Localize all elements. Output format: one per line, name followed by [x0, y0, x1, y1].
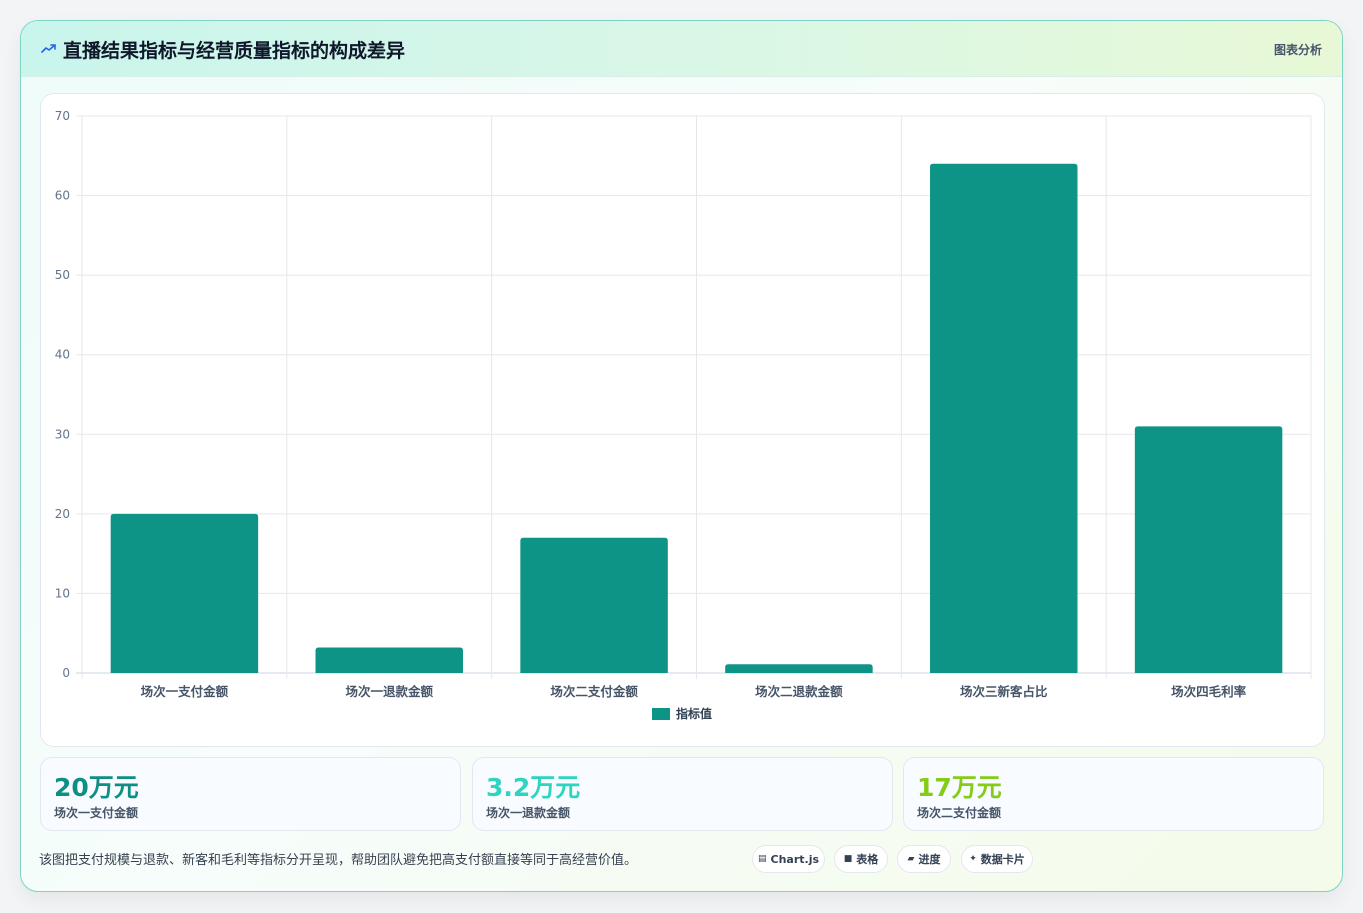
stat-label: 场次一退款金额: [486, 806, 571, 820]
chart-card: 直播结果指标与经营质量指标的构成差异 图表分析 0 10 20 30 40 50 60 70 场…: [20, 20, 1343, 892]
stat-label: 场次一支付金额: [54, 806, 139, 820]
footer-note: 该图把支付规模与退款、新客和毛利等指标分开呈现，帮助团队避免把高支付额直接等同于…: [39, 853, 638, 868]
pill-data-card[interactable]: ✦ 数据卡片: [961, 845, 1033, 873]
chart-panel: 0 10 20 30 40 50 60 70 场次一支付金额 场次一退款金额 场次二支付金额 场次二退…: [40, 93, 1325, 747]
bar-chart: 0 10 20 30 40 50 60 70 场次一支付金额 场次一退款金额 场次二支付金额 场次二退…: [55, 109, 1312, 721]
stat-card: 20万元 场次一支付金额: [40, 757, 461, 831]
x-tick-label: 场次一退款金额: [345, 684, 433, 699]
bar[interactable]: [1134, 426, 1283, 673]
table-icon: ■: [843, 854, 853, 864]
pill-label: 进度: [918, 853, 941, 866]
bar[interactable]: [725, 664, 873, 673]
x-tick-label: 场次二支付金额: [550, 684, 638, 699]
stat-value: 17万元: [917, 773, 1002, 802]
pill-label: 表格: [856, 853, 879, 866]
page-title: 直播结果指标与经营质量指标的构成差异: [63, 40, 406, 62]
card-header: 直播结果指标与经营质量指标的构成差异 图表分析: [21, 21, 1342, 77]
y-tick-label: 20: [55, 507, 70, 521]
y-tick-label: 40: [55, 348, 70, 362]
x-tick-label: 场次四毛利率: [1171, 684, 1247, 699]
pill-chartjs[interactable]: ▤ Chart.js: [752, 845, 825, 873]
legend-swatch[interactable]: [652, 708, 670, 720]
pill-table[interactable]: ■ 表格: [834, 845, 888, 873]
progress-icon: ▰: [907, 854, 915, 864]
chart-icon: ▤: [757, 854, 767, 864]
pill-label: 数据卡片: [980, 853, 1025, 866]
y-tick-label: 50: [55, 268, 70, 282]
pill-progress[interactable]: ▰ 进度: [897, 845, 951, 873]
bar[interactable]: [520, 537, 668, 673]
stat-value: 3.2万元: [486, 773, 581, 802]
pill-label: Chart.js: [770, 852, 820, 866]
y-tick-label: 10: [55, 586, 70, 600]
line-chart-icon: [41, 44, 56, 53]
stat-cards: 20万元 场次一支付金额 3.2万元 场次一退款金额 17万元 场次二支付金额: [40, 757, 1325, 831]
stat-value: 20万元: [54, 773, 139, 802]
stat-card: 3.2万元 场次一退款金额: [472, 757, 893, 831]
y-tick-label: 60: [55, 189, 70, 203]
stat-label: 场次二支付金额: [917, 806, 1002, 820]
x-tick-label: 场次二退款金额: [755, 684, 843, 699]
chart-analysis-tag: 图表分析: [1273, 43, 1322, 57]
x-tick-label: 场次一支付金额: [141, 684, 229, 699]
x-tick-label: 场次三新客占比: [960, 684, 1048, 699]
y-tick-label: 70: [55, 109, 70, 123]
sparkle-icon: ✦: [969, 854, 977, 864]
bar[interactable]: [930, 163, 1078, 673]
bar[interactable]: [110, 513, 259, 673]
stat-card: 17万元 场次二支付金额: [903, 757, 1324, 831]
y-tick-label: 30: [55, 427, 70, 441]
bar[interactable]: [315, 647, 463, 673]
y-tick-label: 0: [62, 666, 70, 680]
legend-label: 指标值: [676, 706, 712, 721]
